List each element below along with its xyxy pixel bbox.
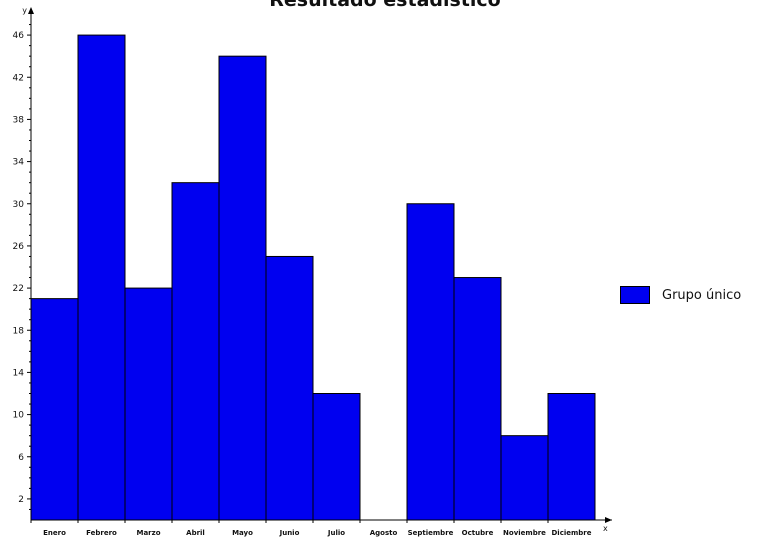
y-tick-label: 26 bbox=[13, 242, 25, 252]
x-axis: x Enero Febrero Marzo Abril Mayo Junio Julio Ago… bbox=[30, 517, 612, 537]
bar-febrero bbox=[77, 34, 126, 521]
bar-octubre bbox=[453, 277, 502, 521]
y-tick-label: 38 bbox=[13, 115, 25, 125]
y-tick-label: 18 bbox=[13, 326, 25, 336]
x-tick-label: Abril bbox=[186, 529, 205, 537]
y-tick-label: 42 bbox=[13, 73, 24, 83]
y-axis-label: y bbox=[22, 6, 27, 15]
bar-junio bbox=[265, 255, 314, 521]
bar-diciembre bbox=[547, 393, 596, 521]
x-tick-label: Mayo bbox=[232, 529, 253, 537]
bar-septiembre bbox=[406, 203, 455, 521]
legend: Grupo único bbox=[620, 286, 741, 304]
x-tick-label: Noviembre bbox=[503, 529, 546, 537]
chart-title: Resultado estadístico bbox=[269, 0, 500, 11]
y-tick-label: 46 bbox=[13, 31, 25, 41]
legend-swatch bbox=[620, 286, 650, 304]
bar-abril bbox=[171, 182, 220, 521]
bar-marzo bbox=[124, 287, 173, 521]
x-tick-label: Diciembre bbox=[551, 529, 591, 537]
x-tick-label: Agosto bbox=[370, 529, 398, 537]
y-tick-label: 14 bbox=[13, 368, 25, 378]
y-tick-label: 6 bbox=[18, 453, 24, 463]
y-tick-label: 22 bbox=[13, 284, 24, 294]
y-axis-arrow bbox=[28, 7, 34, 14]
x-tick-label: Enero bbox=[43, 529, 66, 537]
bars-group bbox=[30, 34, 596, 521]
bar-enero bbox=[30, 298, 79, 521]
x-axis-label: x bbox=[603, 524, 608, 533]
x-tick-label: Julio bbox=[327, 529, 345, 537]
y-tick-label: 2 bbox=[18, 495, 24, 505]
y-tick-label: 10 bbox=[13, 411, 25, 421]
x-tick-label: Septiembre bbox=[408, 529, 454, 537]
legend-label: Grupo único bbox=[662, 287, 742, 303]
bar-noviembre bbox=[500, 435, 549, 521]
y-tick-label: 34 bbox=[13, 158, 25, 168]
x-tick-label: Febrero bbox=[86, 529, 117, 537]
x-tick-label: Junio bbox=[279, 529, 300, 537]
bar-julio bbox=[312, 393, 361, 521]
x-tick-label: Octubre bbox=[462, 529, 494, 537]
bar-mayo bbox=[218, 55, 267, 521]
y-tick-label: 30 bbox=[13, 200, 25, 210]
x-axis-arrow bbox=[605, 517, 612, 523]
x-tick-label: Marzo bbox=[136, 529, 160, 537]
